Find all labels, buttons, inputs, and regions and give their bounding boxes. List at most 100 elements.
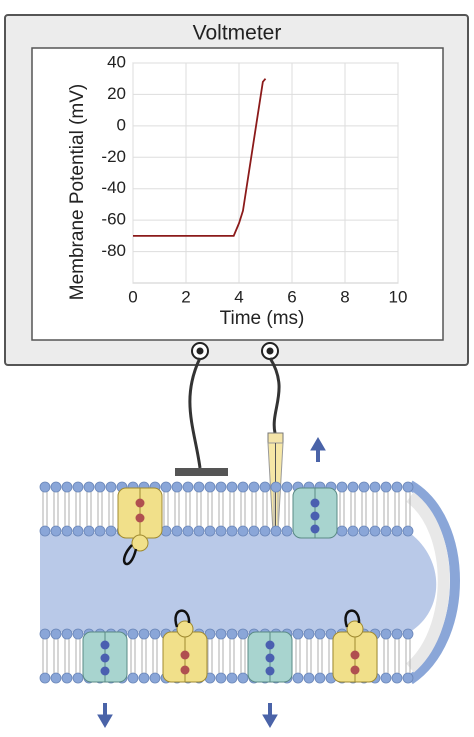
ion-channels-part-part	[122, 544, 138, 566]
y-tick-label: 20	[107, 84, 126, 103]
lipid-head	[369, 525, 381, 537]
flow-arrows-part	[262, 714, 278, 728]
cables-part	[268, 357, 281, 434]
ion-channels-part-part	[174, 609, 191, 628]
lipid-head	[61, 525, 73, 537]
ion-channels-part	[247, 631, 293, 683]
y-tick-label: -20	[101, 147, 126, 166]
lipid-head	[391, 672, 403, 684]
y-tick-label: 0	[117, 115, 126, 134]
lipid-head	[369, 481, 381, 493]
flow-arrows-part	[310, 437, 326, 451]
ion-channels-part-part	[100, 666, 110, 676]
lipid-head	[270, 481, 282, 493]
voltmeter-title: Voltmeter	[193, 22, 282, 45]
ion-channels-part-part	[310, 511, 320, 521]
ion-channels-part-part	[265, 640, 275, 650]
lipid-head	[72, 481, 84, 493]
ion-channels-part-part	[135, 513, 145, 523]
lipid-head	[149, 628, 161, 640]
lipid-head	[127, 672, 139, 684]
lipid-head	[204, 481, 216, 493]
ion-channels-part	[82, 631, 128, 683]
lipid-head	[72, 628, 84, 640]
ion-channels-part-part	[265, 653, 275, 663]
lipid-head	[347, 525, 359, 537]
lipid-head	[226, 672, 238, 684]
lipid-head	[138, 672, 150, 684]
lipid-head	[94, 481, 106, 493]
lipid-head	[171, 481, 183, 493]
lipid-head	[237, 628, 249, 640]
ion-channels-part-part	[350, 650, 360, 660]
lipid-head	[193, 525, 205, 537]
ion-channels-part	[292, 487, 338, 539]
membrane	[39, 480, 460, 685]
lipid-head	[402, 672, 414, 684]
ion-channels-part-part	[180, 665, 190, 675]
lipid-head	[127, 628, 139, 640]
ion-channels-part-part	[350, 665, 360, 675]
lipid-head	[50, 525, 62, 537]
lipid-head	[94, 525, 106, 537]
x-tick-label: 6	[287, 287, 296, 306]
lipid-head	[259, 525, 271, 537]
lipid-head	[248, 481, 260, 493]
lipid-head	[248, 525, 260, 537]
lipid-head	[215, 628, 227, 640]
flow-arrows-part	[97, 714, 113, 728]
lipid-head	[391, 481, 403, 493]
lipid-head	[193, 481, 205, 493]
lipid-head	[226, 525, 238, 537]
lipid-head	[105, 481, 117, 493]
lipid-head	[39, 672, 51, 684]
flow-arrows	[97, 437, 326, 728]
lipid-head	[259, 481, 271, 493]
lipid-head	[215, 525, 227, 537]
lipid-head	[380, 628, 392, 640]
voltmeter-part	[196, 347, 204, 355]
lipid-head	[358, 481, 370, 493]
lipid-head	[347, 481, 359, 493]
y-tick-label: 40	[107, 52, 126, 71]
y-tick-label: -60	[101, 210, 126, 229]
x-axis-label: Time (ms)	[220, 308, 305, 329]
ion-channels-part-part	[176, 620, 194, 638]
cables-part	[188, 357, 202, 469]
y-tick-label: -80	[101, 241, 126, 260]
lipid-head	[39, 628, 51, 640]
lipid-head	[50, 672, 62, 684]
lipid-head	[182, 481, 194, 493]
ion-channels-part-part	[131, 534, 149, 552]
lipid-head	[138, 628, 150, 640]
ion-channels-part-part	[180, 650, 190, 660]
membrane-part	[405, 492, 450, 673]
lipid-head	[380, 525, 392, 537]
lipid-head	[83, 481, 95, 493]
lipid-head	[237, 525, 249, 537]
lipid-head	[61, 481, 73, 493]
ion-channels-part-part	[265, 666, 275, 676]
lipid-head	[50, 481, 62, 493]
ion-channels-part-part	[310, 524, 320, 534]
lipid-head	[292, 672, 304, 684]
lipid-head	[281, 481, 293, 493]
membrane-part	[40, 533, 437, 632]
x-tick-label: 8	[340, 287, 349, 306]
y-tick-label: -40	[101, 178, 126, 197]
membrane-part	[407, 480, 460, 685]
lipid-head	[50, 628, 62, 640]
lipid-head	[160, 481, 172, 493]
lipid-head	[61, 628, 73, 640]
lipid-head	[281, 525, 293, 537]
ion-channels-part-part	[346, 620, 364, 638]
lipid-head	[270, 525, 282, 537]
cables	[175, 357, 284, 551]
lipid-head	[402, 481, 414, 493]
ion-channels-part	[332, 609, 378, 683]
lipid-head	[39, 481, 51, 493]
lipid-head	[72, 672, 84, 684]
lipid-head	[314, 628, 326, 640]
ion-channels-part-part	[310, 498, 320, 508]
ion-channels-part	[117, 487, 163, 566]
